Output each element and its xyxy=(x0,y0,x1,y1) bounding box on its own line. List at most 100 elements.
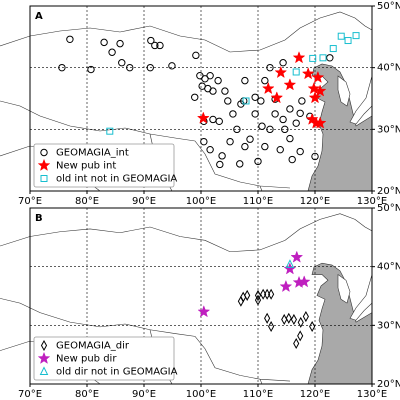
x-tick-label: 90°E xyxy=(132,196,156,207)
point xyxy=(156,41,164,50)
point xyxy=(279,115,287,124)
point xyxy=(215,117,223,126)
point xyxy=(258,122,266,130)
point xyxy=(309,54,317,62)
point xyxy=(311,70,325,83)
point xyxy=(200,137,208,146)
point xyxy=(309,320,316,333)
point xyxy=(218,152,226,160)
point xyxy=(197,305,211,318)
point xyxy=(147,36,155,45)
point xyxy=(266,63,274,72)
point xyxy=(66,35,74,43)
point xyxy=(297,330,304,342)
map-panel: 70°E 80°E 90°E 100°E 110°E 120°E 130°E20°N 30°N… xyxy=(18,1,400,207)
legend-label: old int not in GEOMAGIA xyxy=(56,174,177,185)
x-tick-label: 90°E xyxy=(132,389,156,400)
point xyxy=(308,91,322,104)
panel-label: B xyxy=(35,213,43,224)
point xyxy=(242,97,250,105)
y-tick-label: 50°N xyxy=(377,1,400,12)
legend-label: old dir not in GEOMAGIA xyxy=(56,367,178,378)
point xyxy=(281,125,289,134)
legend-label: New pub dir xyxy=(56,354,117,365)
point xyxy=(302,311,309,323)
point xyxy=(58,63,66,72)
point xyxy=(297,316,304,328)
y-tick-label: 30°N xyxy=(377,320,400,331)
legend-box xyxy=(33,143,175,188)
point xyxy=(192,51,200,60)
legend-label: GEOMAGIA_dir xyxy=(56,341,130,352)
point xyxy=(286,134,294,143)
point xyxy=(319,54,327,62)
point xyxy=(146,63,154,72)
point xyxy=(224,97,232,105)
point xyxy=(108,48,116,56)
x-tick-label: 70°E xyxy=(18,389,42,400)
point xyxy=(311,152,319,161)
point xyxy=(301,67,315,80)
legend-marker xyxy=(39,366,49,375)
point xyxy=(206,145,214,154)
point xyxy=(274,65,288,79)
point xyxy=(288,155,296,164)
point xyxy=(261,81,275,95)
y-tick-label: 20°N xyxy=(377,186,400,197)
point xyxy=(251,93,259,101)
point xyxy=(264,288,271,300)
point xyxy=(285,312,292,324)
point xyxy=(290,313,297,325)
point xyxy=(221,87,229,95)
point xyxy=(226,137,234,146)
point xyxy=(268,320,275,333)
point xyxy=(279,279,293,293)
point xyxy=(241,76,249,85)
point xyxy=(261,76,269,85)
map-panel: 70°E 80°E 90°E 100°E 110°E 120°E 130°E20°N 30°N… xyxy=(18,203,400,400)
plot-frame xyxy=(29,5,373,192)
y-tick-label: 40°N xyxy=(377,63,400,74)
point xyxy=(283,262,297,275)
point xyxy=(296,109,304,118)
point xyxy=(292,68,300,76)
y-tick-label: 20°N xyxy=(377,379,400,390)
point xyxy=(285,259,295,268)
point xyxy=(87,65,95,74)
x-tick-label: 80°E xyxy=(75,196,99,207)
point xyxy=(236,160,244,168)
point xyxy=(209,87,217,95)
point xyxy=(337,32,345,40)
legend-marker xyxy=(37,351,51,364)
x-tick-label: 110°E xyxy=(243,196,273,207)
panel-label: A xyxy=(35,11,43,22)
legend-box xyxy=(33,336,175,381)
point xyxy=(118,59,126,67)
point xyxy=(270,91,284,104)
y-tick-label: 30°N xyxy=(377,124,400,135)
point xyxy=(290,250,304,263)
point xyxy=(260,288,267,300)
point xyxy=(271,110,279,118)
point xyxy=(313,116,327,129)
legend-label: New pub int xyxy=(56,161,116,172)
point xyxy=(209,115,217,124)
point xyxy=(261,142,269,151)
legend-label: GEOMAGIA_int xyxy=(56,148,129,159)
point xyxy=(126,63,134,72)
point xyxy=(307,81,321,95)
point xyxy=(266,125,274,134)
point xyxy=(298,97,306,105)
point xyxy=(329,45,337,53)
point xyxy=(268,288,275,300)
point xyxy=(286,105,294,113)
point xyxy=(229,110,237,118)
point xyxy=(214,76,222,85)
plot-frame xyxy=(29,207,373,385)
point xyxy=(254,157,262,166)
point xyxy=(281,313,288,325)
point xyxy=(283,78,297,91)
point xyxy=(151,41,159,50)
